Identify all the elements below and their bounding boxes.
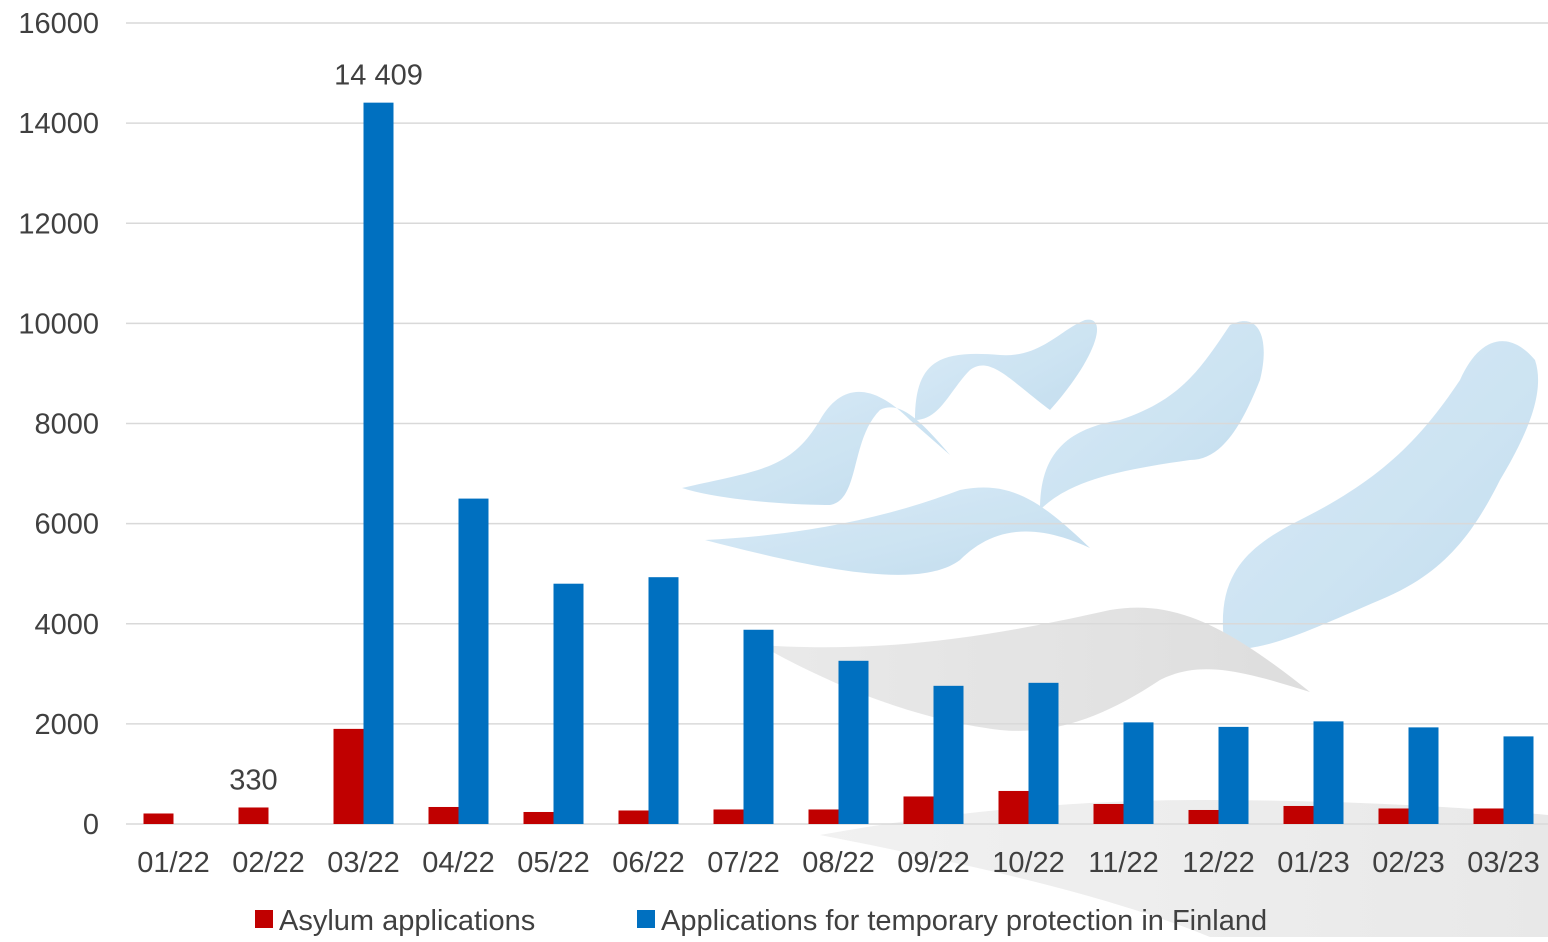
bars [143,102,1534,825]
bar-asylum-06-22 [618,810,649,824]
bar-temporary-protection-03-22 [363,102,394,825]
y-tick-label: 10000 [18,308,99,340]
x-tick-label: 10/22 [992,847,1065,879]
x-tick-label: 03/22 [327,847,400,879]
bar-asylum-02-22 [238,807,269,824]
y-tick-label: 8000 [34,409,99,441]
bar-temporary-protection-04-22 [458,498,489,824]
data-label: 330 [229,764,277,796]
bar-asylum-10-22 [998,790,1029,824]
x-tick-label: 02/22 [232,847,305,879]
x-tick-label: 05/22 [517,847,590,879]
y-tick-label: 12000 [18,208,99,240]
y-tick-label: 14000 [18,108,99,140]
x-tick-label: 09/22 [897,847,970,879]
x-tick-label: 06/22 [612,847,685,879]
x-tick-label: 11/22 [1088,847,1158,879]
bar-temporary-protection-08-22 [838,660,869,824]
bar-asylum-03-23 [1473,808,1504,824]
bar-temporary-protection-05-22 [553,583,584,824]
legend-label: Asylum applications [279,905,535,937]
x-tick-label: 01/23 [1277,847,1350,879]
gridlines [126,22,1548,825]
bar-asylum-02-23 [1378,808,1409,824]
y-tick-label: 2000 [34,709,99,741]
bar-temporary-protection-02-23 [1408,727,1439,824]
bar-temporary-protection-06-22 [648,577,679,824]
bar-asylum-12-22 [1188,809,1219,824]
legend-swatch [255,910,273,928]
data-labels: 330 14 409 [229,60,423,797]
legend-entry: Asylum applications [255,905,535,937]
bar-temporary-protection-03-23 [1503,736,1534,824]
legend-entry: Applications for temporary protection in… [637,905,1267,937]
y-axis-tick-labels: 0 2000 4000 6000 8000 10000 12000 14000 16000 [18,8,99,841]
legend-label: Applications for temporary protection in… [661,905,1267,937]
x-tick-label: 08/22 [802,847,875,879]
bar-asylum-05-22 [523,811,554,824]
y-tick-label: 4000 [34,609,99,641]
bar-asylum-01-22 [143,813,174,824]
y-tick-label: 0 [83,809,99,841]
bar-asylum-07-22 [713,809,744,824]
bar-asylum-01-23 [1283,805,1314,824]
y-tick-label: 6000 [34,509,99,541]
x-axis-tick-labels: 01/22 02/22 03/22 04/22 05/22 06/22 07/22 08/22… [137,847,1540,879]
legend-swatch [637,910,655,928]
watermark-graphic [682,319,1548,937]
bar-asylum-09-22 [903,796,934,824]
data-label: 14 409 [334,60,423,92]
x-tick-label: 07/22 [707,847,780,879]
x-tick-label: 04/22 [422,847,495,879]
x-tick-label: 01/22 [137,847,210,879]
legend: Asylum applications Applications for temp… [255,905,1267,937]
bar-temporary-protection-07-22 [743,629,774,824]
x-tick-label: 02/23 [1372,847,1445,879]
bar-asylum-08-22 [808,809,839,824]
x-tick-label: 03/23 [1467,847,1540,879]
x-tick-label: 12/22 [1182,847,1255,879]
bar-temporary-protection-11-22 [1123,722,1154,824]
bar-asylum-04-22 [428,806,459,824]
bar-temporary-protection-01-23 [1313,721,1344,824]
bar-asylum-03-22 [333,728,364,824]
bar-temporary-protection-09-22 [933,685,964,824]
bar-asylum-11-22 [1093,803,1124,824]
y-tick-label: 16000 [18,8,99,40]
bar-temporary-protection-12-22 [1218,726,1249,824]
bar-temporary-protection-10-22 [1028,682,1059,824]
